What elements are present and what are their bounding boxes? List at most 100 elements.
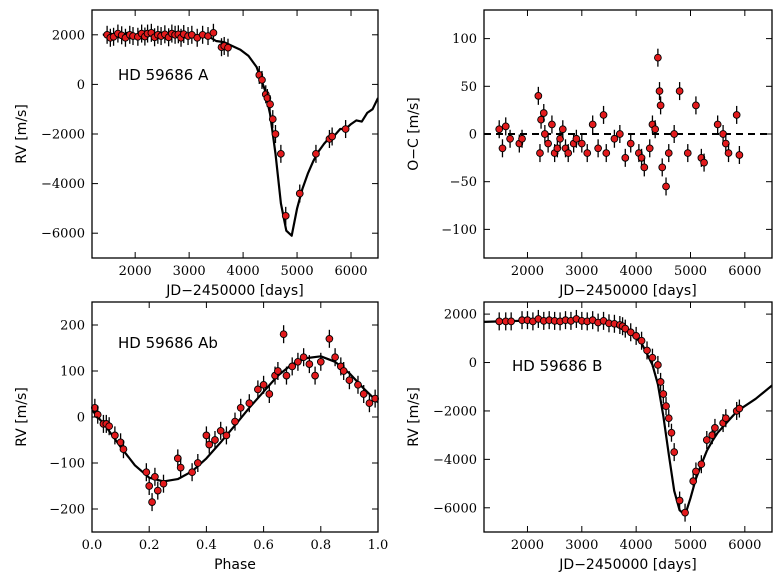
- data-point: [602, 144, 611, 163]
- data-point: [265, 385, 274, 403]
- data-marker: [721, 139, 730, 148]
- model-fit-curve: [102, 31, 378, 237]
- data-marker: [119, 445, 128, 454]
- x-tick-label: 5000: [674, 538, 707, 553]
- x-tick-label: 0.6: [253, 538, 274, 553]
- data-marker: [655, 87, 664, 95]
- data-marker: [105, 422, 114, 431]
- data-marker: [670, 448, 679, 456]
- data-marker: [359, 390, 368, 398]
- data-point: [654, 48, 662, 67]
- data-point: [271, 125, 280, 143]
- data-marker: [93, 410, 102, 419]
- data-point: [325, 329, 334, 348]
- data-point: [735, 399, 744, 418]
- y-tick-label: 200: [60, 319, 85, 334]
- data-point: [637, 148, 646, 167]
- data-point: [224, 38, 232, 57]
- data-marker: [534, 91, 543, 100]
- x-tick-label: 3000: [173, 264, 206, 279]
- data-marker: [331, 353, 339, 362]
- data-point: [258, 70, 266, 89]
- data-point: [599, 311, 608, 330]
- data-marker: [271, 130, 280, 138]
- data-point: [664, 409, 673, 428]
- data-point: [119, 440, 128, 459]
- data-marker: [311, 371, 319, 380]
- data-marker: [656, 101, 665, 110]
- y-tick-label: −100: [49, 457, 85, 472]
- x-tick-label: 2000: [119, 264, 152, 279]
- data-point: [153, 481, 162, 500]
- data-point: [588, 115, 597, 134]
- data-point: [632, 326, 641, 345]
- data-point: [564, 144, 573, 163]
- x-tick-label: 3000: [565, 264, 598, 279]
- data-marker: [553, 144, 562, 153]
- data-point: [105, 417, 114, 436]
- data-marker: [211, 436, 219, 444]
- data-marker: [305, 360, 314, 368]
- data-marker: [328, 132, 336, 141]
- data-point: [268, 110, 277, 129]
- x-axis-label: JD−2450000 [days]: [558, 283, 696, 299]
- data-point: [209, 23, 218, 42]
- data-point: [305, 355, 314, 374]
- data-marker: [683, 149, 692, 157]
- data-point: [662, 397, 670, 416]
- data-marker: [294, 357, 302, 366]
- data-marker: [615, 130, 624, 138]
- data-point: [558, 120, 567, 139]
- data-point: [534, 86, 543, 105]
- y-tick-label: −4000: [433, 453, 477, 468]
- data-marker: [664, 149, 673, 157]
- x-tick-label: 4000: [227, 264, 260, 279]
- data-marker: [544, 139, 552, 148]
- data-point: [529, 312, 537, 331]
- data-marker: [279, 330, 288, 339]
- data-marker: [577, 139, 586, 148]
- data-point: [151, 467, 159, 486]
- data-point: [354, 375, 362, 394]
- data-point: [640, 158, 649, 177]
- data-marker: [713, 120, 722, 129]
- data-marker: [277, 149, 285, 158]
- data-marker: [637, 153, 646, 162]
- data-point: [245, 394, 254, 413]
- data-marker: [339, 367, 348, 375]
- data-point: [148, 493, 156, 512]
- data-point: [697, 455, 706, 474]
- panel-annotation: HD 59686 A: [118, 66, 209, 84]
- axes-frame: [483, 301, 773, 533]
- data-marker: [558, 125, 567, 134]
- data-marker: [599, 111, 608, 119]
- data-point: [651, 120, 660, 139]
- y-tick-label: −200: [49, 503, 85, 518]
- data-point: [662, 177, 670, 196]
- data-marker: [281, 211, 290, 220]
- data-marker: [689, 477, 698, 486]
- data-point: [648, 348, 657, 367]
- data-marker: [651, 125, 660, 134]
- data-point: [506, 129, 514, 148]
- data-point: [626, 323, 635, 342]
- y-tick-label: 50: [460, 80, 477, 95]
- x-tick-label: 6000: [334, 264, 367, 279]
- data-marker: [645, 144, 654, 153]
- data-marker: [151, 472, 159, 481]
- data-point: [205, 435, 214, 454]
- panel-hd59686b: 2000 3000 4000 5000 6000 2000 0 −2000 −4000 −6000…: [406, 301, 773, 573]
- data-point: [667, 423, 676, 442]
- data-marker: [153, 486, 162, 495]
- data-marker: [274, 367, 282, 375]
- data-point: [193, 454, 202, 472]
- data-point: [656, 372, 665, 391]
- data-marker: [288, 362, 297, 371]
- data-point: [93, 405, 102, 424]
- x-axis-label: JD−2450000 [days]: [558, 557, 696, 573]
- data-point: [259, 375, 268, 394]
- data-point: [713, 115, 722, 134]
- data-point: [254, 380, 262, 399]
- data-point: [670, 125, 679, 143]
- panel-annotation: HD 59686 B: [512, 357, 602, 375]
